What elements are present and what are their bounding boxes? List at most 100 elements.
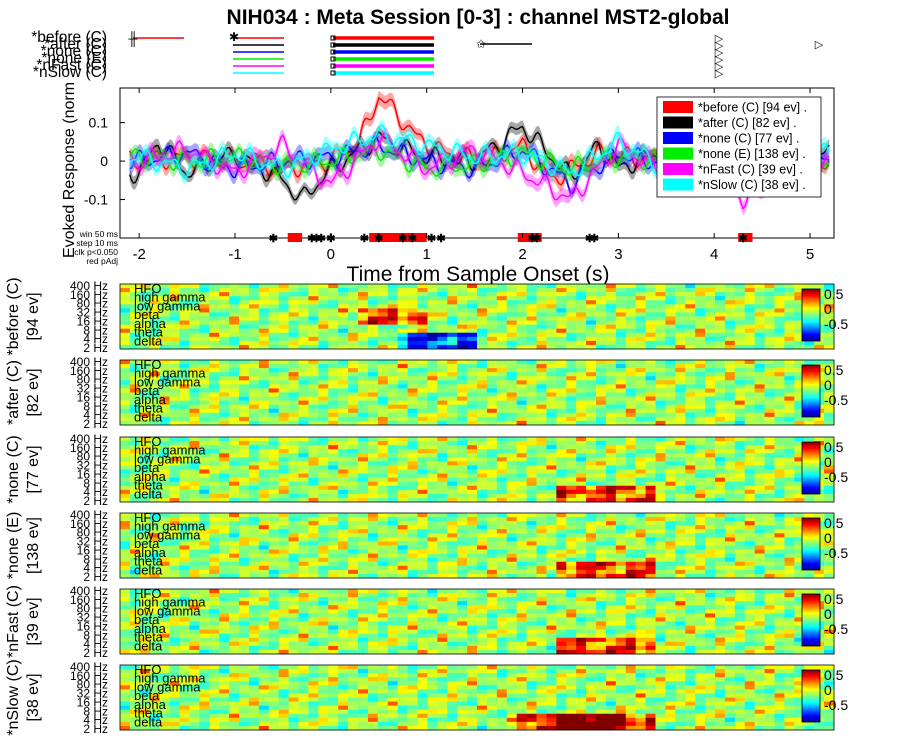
heatmap-cell [129, 521, 141, 526]
heatmap-cell [239, 533, 250, 538]
heatmap-cell [367, 473, 379, 478]
heatmap-cell [387, 300, 398, 305]
heatmap-cell [278, 465, 289, 470]
heatmap-cell [645, 324, 656, 329]
heatmap-cell [427, 461, 438, 466]
heatmap-cell [437, 549, 448, 554]
heatmap-cell [248, 392, 260, 397]
heatmap-cell [248, 396, 260, 401]
heatmap-cell [209, 485, 220, 491]
heatmap-cell [268, 336, 279, 342]
heatmap-cell [239, 477, 250, 482]
heatmap-cell [139, 316, 151, 321]
heatmap-cell [377, 332, 389, 338]
heatmap-cell [685, 420, 696, 426]
heatmap-cell [268, 565, 279, 571]
heatmap-cell [129, 549, 141, 554]
heatmap-cell [358, 400, 369, 405]
heatmap-cell [348, 364, 359, 369]
heatmap-cell [705, 569, 716, 575]
heatmap-cell [258, 300, 270, 305]
heatmap-cell [407, 493, 418, 499]
heatmap-cell [278, 400, 289, 405]
heatmap-cell [546, 441, 557, 446]
heatmap-cell [794, 545, 805, 550]
heatmap-cell [774, 497, 785, 503]
heatmap-cell [308, 340, 319, 346]
heatmap-cell [179, 380, 190, 385]
heatmap-cell [715, 589, 726, 594]
heatmap-cell [586, 316, 597, 321]
heatmap-cell [467, 513, 478, 518]
heatmap-cell [566, 396, 577, 401]
heatmap-cell [457, 336, 468, 342]
heatmap-cell [774, 396, 785, 401]
heatmap-cell [417, 380, 428, 385]
heatmap-cell [318, 481, 329, 487]
heatmap-cell [308, 320, 319, 325]
heatmap-cell [358, 380, 369, 385]
heatmap-cell [447, 364, 458, 369]
heatmap-cell [179, 477, 190, 482]
heatmap-cell [734, 404, 746, 410]
heatmap-cell [169, 320, 180, 325]
heatmap-cell [576, 481, 587, 487]
heatmap-cell [248, 344, 260, 350]
heatmap-cell [427, 408, 438, 414]
heatmap-cell [744, 336, 755, 342]
heatmap-cell [516, 396, 527, 401]
heatmap-cell [189, 437, 200, 442]
heatmap-cell [239, 328, 250, 334]
heatmap-cell [377, 445, 389, 450]
heatmap-cell [268, 541, 279, 546]
heatmap-cell [219, 376, 230, 381]
heatmap-cell [209, 529, 220, 534]
heatmap-cell [596, 296, 607, 301]
heatmap-cell [715, 477, 726, 482]
heatmap-cell [417, 557, 428, 563]
heatmap-cell [586, 453, 597, 458]
heatmap-cell [139, 364, 151, 369]
heatmap-cell [407, 549, 418, 554]
heatmap-cell [754, 457, 765, 462]
heatmap-cell [387, 437, 398, 442]
heatmap-cell [774, 284, 785, 289]
heatmap-cell [764, 493, 775, 499]
heatmap-cell [417, 485, 428, 491]
heatmap-cell [348, 569, 359, 575]
heatmap-cell [784, 300, 795, 305]
heatmap-cell [367, 292, 379, 297]
heatmap-cell [447, 553, 458, 558]
heatmap-cell [457, 328, 468, 334]
heatmap-cell [635, 392, 646, 397]
heatmap-cell [367, 296, 379, 301]
heatmap-cell [566, 489, 577, 495]
heatmap-cell [199, 368, 210, 373]
heatmap-cell [358, 441, 369, 446]
heatmap-cell [615, 364, 627, 369]
heatmap-cell [764, 388, 775, 393]
heatmap-cell [120, 340, 131, 346]
heatmap-cell [427, 489, 438, 495]
heatmap-cell [486, 445, 498, 450]
heatmap-cell [516, 420, 527, 426]
heatmap-cell [546, 380, 557, 385]
heatmap-cell [774, 388, 785, 393]
heatmap-cell [258, 364, 270, 369]
heatmap-cell [377, 529, 389, 534]
heatmap-cell [486, 324, 498, 329]
heatmap-cell [586, 533, 597, 538]
heatmap-cell [189, 469, 200, 474]
heatmap-cell [506, 300, 517, 305]
heatmap-cell [685, 485, 696, 491]
heatmap-cell [715, 328, 726, 334]
heatmap-cell [229, 537, 240, 542]
heatmap-cell [734, 465, 746, 470]
heatmap-cell [179, 517, 190, 522]
heatmap-cell [159, 332, 170, 338]
heatmap-cell [417, 569, 428, 575]
legend-swatch-3 [663, 147, 693, 160]
heatmap-cell [209, 368, 220, 373]
heatmap-cell [358, 493, 369, 499]
